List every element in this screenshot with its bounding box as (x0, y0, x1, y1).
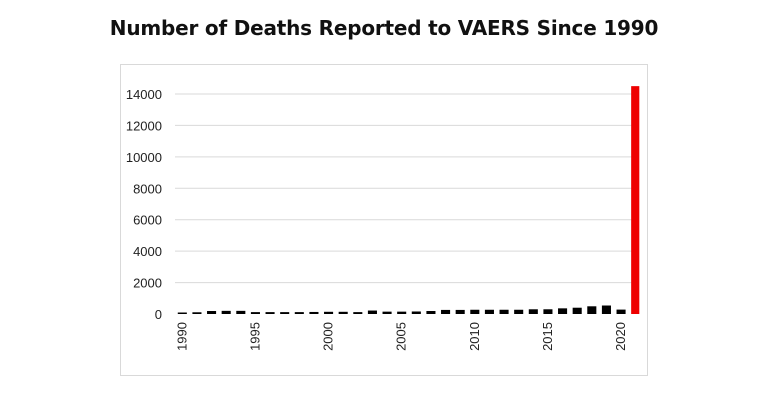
bar-2000 (324, 311, 334, 314)
bar-2001 (338, 311, 348, 314)
y-tick-label: 6000 (133, 213, 162, 228)
bar-2011 (484, 309, 494, 314)
x-tick-label: 2000 (321, 322, 336, 351)
bar-2019 (601, 305, 611, 314)
bar-1998 (294, 312, 304, 314)
bar-2002 (353, 312, 363, 314)
bar-1995 (250, 312, 260, 314)
bar-2021 (631, 86, 640, 315)
bar-2014 (528, 309, 538, 314)
bar-2008 (441, 309, 451, 314)
y-tick-label: 0 (155, 307, 162, 322)
y-tick-label: 10000 (126, 150, 162, 165)
x-tick-label: 2020 (613, 322, 628, 351)
bar-2006 (411, 311, 421, 314)
bar-2004 (382, 311, 392, 314)
bar-1999 (309, 311, 319, 314)
bar-2015 (543, 309, 553, 314)
chart-title: Number of Deaths Reported to VAERS Since… (109, 16, 659, 40)
y-tick-label: 14000 (126, 87, 162, 102)
y-tick-label: 2000 (133, 276, 162, 291)
bar-2009 (455, 309, 465, 314)
y-tick-label: 8000 (133, 181, 162, 196)
y-tick-label: 12000 (126, 118, 162, 133)
x-tick-label: 1995 (247, 322, 262, 351)
bar-1991 (192, 312, 202, 314)
bar-1990 (177, 312, 187, 314)
x-tick-label: 2005 (394, 322, 409, 351)
bar-1996 (265, 312, 275, 314)
bar-2012 (499, 309, 509, 314)
bar-2016 (558, 308, 568, 314)
bar-2005 (397, 311, 407, 314)
x-tick-label: 1990 (174, 322, 189, 351)
x-tick-label: 2010 (467, 322, 482, 351)
bar-1993 (221, 310, 231, 314)
x-tick-label: 2015 (540, 322, 555, 351)
bar-2018 (587, 306, 597, 314)
bar-2017 (572, 307, 582, 314)
y-tick-label: 4000 (133, 244, 162, 259)
bar-1992 (207, 311, 217, 314)
bar-2007 (426, 311, 436, 314)
bar-2020 (616, 309, 626, 314)
bar-1994 (236, 310, 246, 314)
bar-2003 (367, 310, 377, 314)
bar-2010 (470, 309, 480, 314)
bar-1997 (280, 312, 290, 314)
bar-2013 (514, 309, 524, 314)
